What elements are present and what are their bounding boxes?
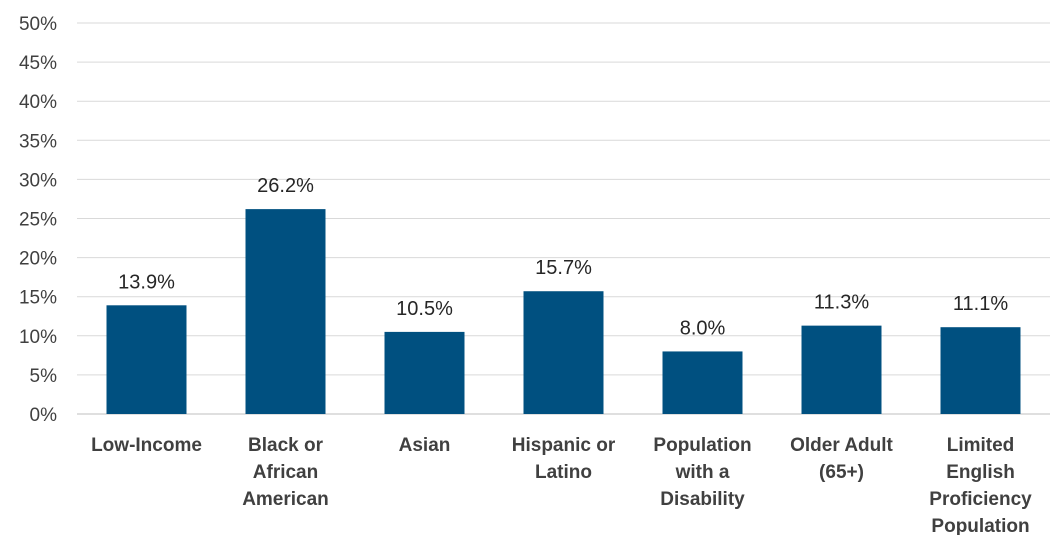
y-tick-label: 0% [30, 405, 58, 426]
bar [245, 209, 326, 414]
bar [662, 351, 743, 414]
x-category-label: Low-Income [91, 435, 202, 456]
data-label: 8.0% [680, 317, 726, 339]
bar [940, 327, 1021, 414]
x-category-label-line: Latino [535, 462, 592, 483]
gridlines [77, 22, 1050, 415]
y-tick-label: 50% [19, 14, 57, 35]
x-category-label-line: Low-Income [91, 435, 202, 456]
x-category-label: Population with a Disability [653, 435, 751, 510]
bar [801, 325, 882, 414]
x-category-label-line: with a [675, 462, 730, 483]
x-category-label: Asian [399, 435, 451, 456]
x-category-label-line: Black or [248, 435, 324, 456]
x-category-label-line: Limited [947, 435, 1015, 456]
y-tick-label: 30% [19, 170, 57, 191]
x-category-label-line: Population [653, 435, 751, 456]
bar [106, 305, 187, 414]
x-category-label-line: English [946, 462, 1015, 483]
y-axis-tick-labels: 0% 5% 10% 15% 20% 25% 30% 35% 40% 45% 50% [19, 14, 57, 426]
x-category-label-line: Population [931, 516, 1029, 535]
y-tick-label: 25% [19, 210, 57, 231]
x-category-label-line: (65+) [819, 462, 864, 483]
x-category-label: Hispanic or Latino [512, 435, 616, 483]
y-tick-label: 10% [19, 327, 57, 348]
x-category-label-line: Older Adult [790, 435, 893, 456]
data-labels: 13.9% 26.2% 10.5% 15.7% 8.0% 11.3% 11.1% [118, 175, 1008, 339]
y-tick-label: 5% [30, 366, 58, 387]
y-tick-label: 20% [19, 249, 57, 270]
x-category-label-line: Disability [660, 489, 745, 510]
bar [523, 291, 604, 414]
x-category-label: Older Adult (65+) [790, 435, 893, 483]
x-category-label-line: Hispanic or [512, 435, 616, 456]
y-tick-label: 35% [19, 131, 57, 152]
data-label: 10.5% [396, 298, 453, 320]
bar [384, 331, 465, 414]
x-category-label: Black or African American [242, 435, 329, 510]
data-label: 11.3% [814, 292, 869, 314]
y-tick-label: 45% [19, 53, 57, 74]
data-label: 11.1% [953, 293, 1008, 315]
bars [106, 209, 1021, 414]
data-label: 26.2% [257, 175, 314, 197]
category-labels: Low-Income Black or African American Asian Hi… [91, 435, 1032, 535]
x-category-label-line: Asian [399, 435, 451, 456]
data-label: 15.7% [535, 257, 592, 279]
x-category-label-line: African [253, 462, 318, 483]
data-label: 13.9% [118, 271, 175, 293]
x-category-label-line: Proficiency [929, 489, 1032, 510]
y-tick-label: 15% [19, 288, 57, 309]
x-category-label-line: American [242, 489, 329, 510]
y-tick-label: 40% [19, 92, 57, 113]
x-category-label: Limited English Proficiency Population [929, 435, 1032, 535]
